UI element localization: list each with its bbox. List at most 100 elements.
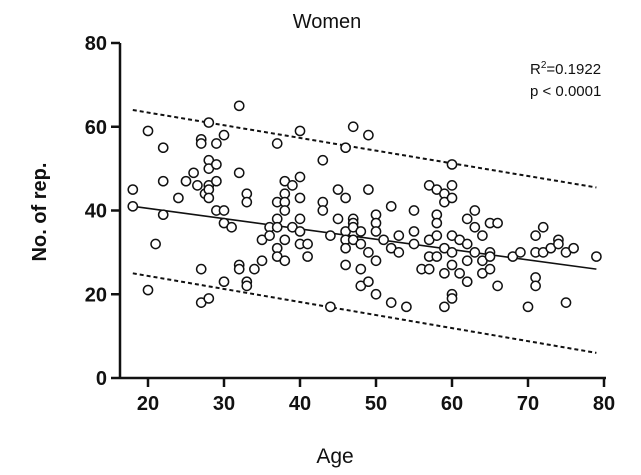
data-point [385,297,397,308]
data-point [461,276,473,288]
data-point [233,100,245,112]
x-tick-label: 40 [289,393,311,415]
data-point [408,238,420,250]
data-point [355,238,367,250]
data-point [157,142,169,154]
data-point [218,205,230,216]
y-axis-label: No. of rep. [29,163,51,262]
r-squared-annotation: R2=0.1922 [530,60,601,78]
data-point [553,238,564,250]
data-point [256,255,268,267]
data-point [157,209,169,221]
prediction-band-lower [132,272,597,354]
data-point [188,167,199,179]
data-point [173,192,184,204]
r-squared-label: R [530,61,541,78]
data-point [423,263,435,275]
y-tick-label: 20 [85,284,107,306]
x-tick-label: 20 [137,393,159,415]
data-point [180,175,192,187]
data-point [211,159,222,170]
data-point [241,196,253,208]
y-tick-label: 80 [85,33,107,55]
data-point [408,226,420,237]
y-tick-label: 0 [96,368,107,390]
x-tick-label: 70 [517,393,539,415]
data-point [446,180,458,191]
data-point [192,180,203,191]
data-point [370,226,382,237]
data-point [446,159,458,170]
data-point [279,255,291,267]
data-point [431,230,443,241]
x-axis-label: Age [316,445,353,468]
data-point [264,230,275,241]
data-point [363,276,374,288]
data-point [226,221,237,233]
data-point [530,280,541,292]
x-tick-label: 60 [441,393,463,415]
x-tick-label: 80 [593,393,615,415]
data-point [363,129,374,141]
data-point [560,297,572,308]
data-point [454,267,465,279]
data-point [393,247,405,258]
data-point [294,226,306,237]
data-point [431,251,443,262]
data-point [271,221,283,233]
y-tick-label: 60 [85,117,107,139]
data-point [461,255,473,267]
data-point [142,284,154,296]
data-point [218,276,230,288]
data-point [431,217,443,229]
data-point [271,138,283,149]
data-point [355,226,367,237]
data-point [515,247,526,258]
data-point [370,255,382,267]
x-tick-label: 50 [365,393,387,415]
data-point [317,154,329,166]
data-point [302,251,313,262]
data-point [279,205,291,216]
data-point [287,180,298,191]
data-point [408,205,420,216]
data-point [370,288,382,300]
data-point [461,238,473,250]
data-point [568,242,579,254]
data-point [294,125,306,137]
data-point [340,192,351,204]
data-point [249,263,260,275]
prediction-band-upper [132,109,597,189]
data-point [446,247,458,258]
y-tick-label: 40 [85,201,107,223]
data-point [340,242,351,254]
data-point [340,142,351,154]
data-point [340,259,351,271]
data-point [446,259,458,271]
data-point [492,217,503,229]
data-point [537,221,549,233]
data-point [469,221,481,233]
regression-line [132,205,597,270]
data-point [591,251,602,262]
data-point [492,280,503,292]
data-point [355,263,367,275]
data-point [363,184,374,195]
data-point [142,125,154,137]
data-point [401,301,412,313]
data-point [378,234,389,246]
data-point [446,192,458,204]
data-point [317,205,329,216]
r-squared-value: =0.1922 [546,61,601,78]
data-point [150,238,161,250]
regression-line-group [132,205,597,270]
data-point [332,213,344,225]
data-point [530,230,541,241]
data-point [385,200,397,212]
data-point [363,247,374,258]
data-point [279,234,291,246]
chart-title: Women [293,11,362,33]
data-point [484,251,496,262]
data-point [203,117,215,128]
data-point [461,213,473,225]
